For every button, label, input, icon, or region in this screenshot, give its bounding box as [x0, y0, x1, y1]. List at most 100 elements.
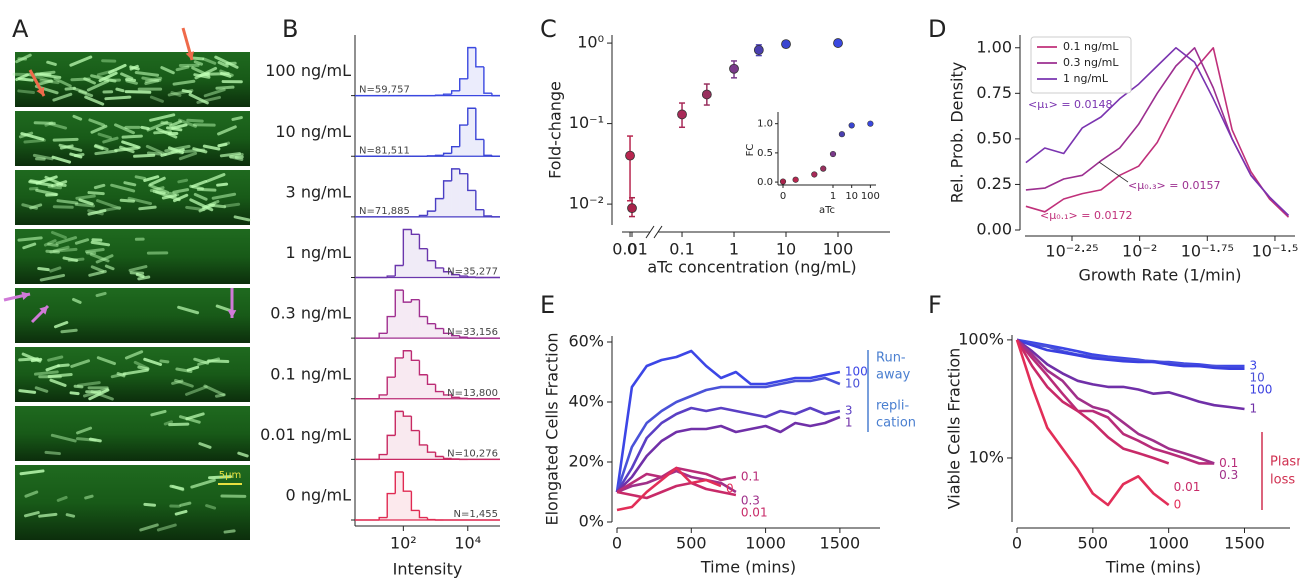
cell: [108, 63, 127, 75]
hist-step: [386, 492, 396, 518]
cell: [144, 78, 162, 86]
cell: [193, 192, 208, 201]
cell: [143, 175, 160, 182]
cell: [34, 370, 59, 376]
cell: [215, 85, 235, 90]
hist-fill: [379, 454, 388, 460]
cell: [169, 120, 182, 128]
series-end-label: 10: [845, 377, 860, 391]
hist-step: [402, 350, 412, 358]
hist-step: [418, 299, 428, 318]
cell: [94, 143, 109, 151]
hist-step: [450, 333, 460, 337]
cell: [188, 93, 209, 105]
cell: [139, 523, 159, 532]
cell: [177, 305, 200, 315]
hist-step: [450, 90, 460, 95]
inset-y-tick-label: 0.5: [757, 148, 773, 159]
series-end-label: 0.01: [1174, 480, 1201, 494]
cell: [217, 61, 229, 68]
cell: [171, 123, 188, 130]
cell: [49, 378, 67, 387]
cell: [39, 78, 60, 85]
cell: [164, 144, 191, 153]
series-line: [616, 415, 841, 493]
hist-step: [459, 335, 468, 338]
point: [677, 109, 687, 120]
cell: [93, 183, 106, 190]
cell: [203, 384, 225, 397]
cell: [214, 393, 226, 398]
hist-step: [434, 260, 444, 269]
cell: [67, 257, 85, 262]
cell: [203, 88, 226, 98]
x-axis-label: Growth Rate (1/min): [1079, 266, 1242, 285]
cell: [95, 291, 107, 298]
cell: [34, 386, 49, 393]
y-tick-label: 0.00: [976, 220, 1012, 239]
hist-fill: [419, 248, 428, 278]
cell: [88, 388, 110, 401]
hist-fill: [435, 198, 444, 217]
cell: [102, 136, 119, 144]
x-tick-label: 10⁴: [454, 534, 481, 553]
hist-fill: [451, 274, 460, 278]
cell: [74, 238, 90, 245]
x-tick-label: 500: [676, 534, 707, 553]
point: [701, 89, 712, 100]
hist-fill: [467, 190, 476, 217]
inset-point: [867, 120, 874, 127]
hist-fill: [435, 267, 444, 278]
micrograph: [15, 288, 250, 343]
hist-fill: [403, 302, 412, 339]
hist-step: [394, 264, 404, 277]
cell: [177, 178, 189, 184]
legend-label: 0.3 ng/mL: [1063, 56, 1119, 69]
cell: [86, 79, 110, 92]
cell: [208, 203, 227, 209]
legend-label: 0.1 ng/mL: [1063, 40, 1119, 53]
cell: [223, 529, 236, 534]
hist-step: [402, 472, 412, 492]
inset-point: [820, 165, 827, 172]
point: [729, 63, 739, 74]
series-line: [1016, 338, 1245, 370]
cell: [94, 149, 118, 156]
annotation: <μ₁> = 0.0148: [1028, 98, 1113, 111]
arrow-head: [36, 87, 45, 96]
cell: [72, 114, 83, 121]
hist-step: [394, 357, 404, 378]
n-label: N=81,511: [359, 145, 410, 156]
cell: [193, 60, 204, 66]
series-end-label: 10: [1250, 371, 1265, 385]
cell: [73, 384, 84, 389]
cell: [146, 151, 163, 156]
cell: [110, 183, 136, 193]
hist-step: [483, 66, 492, 94]
cell: [51, 180, 68, 188]
cell: [87, 209, 107, 216]
cell: [18, 389, 37, 394]
hist-fill: [443, 94, 452, 96]
hist-fill: [379, 517, 388, 520]
hist-step: [467, 107, 476, 126]
cell: [104, 95, 132, 101]
cell: [15, 53, 32, 64]
row-label: 10 ng/mL: [275, 122, 351, 141]
cell: [153, 130, 172, 135]
cell: [178, 415, 201, 424]
hist-fill: [411, 360, 420, 399]
hist-fill: [467, 47, 476, 96]
hist-fill: [427, 384, 436, 399]
hist-fill: [475, 209, 484, 217]
hist-fill: [395, 265, 404, 278]
hist-fill: [419, 444, 428, 460]
series-line: [616, 469, 737, 494]
hist-fill: [403, 229, 412, 278]
x-tick-label: 10⁻²·²⁵: [1045, 242, 1098, 261]
y-tick-label: 10⁰: [577, 33, 604, 52]
cell: [122, 368, 149, 376]
cell: [47, 355, 64, 362]
cell: [98, 71, 118, 83]
hist-fill: [443, 394, 452, 399]
